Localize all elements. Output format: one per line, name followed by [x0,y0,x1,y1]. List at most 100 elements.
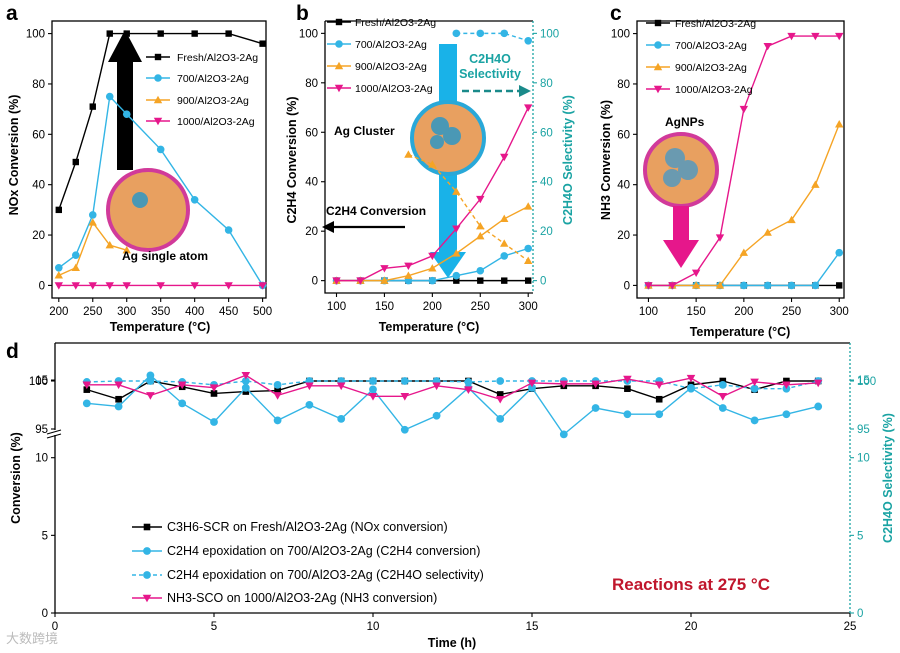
x-tick-label: 250 [471,301,490,313]
panel-d-data-point [432,411,441,420]
panel-a-data-point [122,282,131,290]
nanoparticle-illustration [643,132,719,268]
y-tick-label: 100 [29,376,48,388]
panel-a-data-point [72,158,79,166]
panel-b-ticks: 100 150 200 250 300 0 20 40 60 80 100 0 20 40 60 80 100 [299,28,559,313]
panel-c-data-point [836,282,843,289]
panel-d-data-point [305,382,314,391]
panel-a-data-point [88,282,97,290]
legend-a-fresh: Fresh/Al2O3-2Ag [177,52,258,64]
panel-b-data-point [476,29,485,38]
panel-c-legend-markers [646,19,670,94]
panel-a-data-point [71,282,80,290]
panel-d-data-point [718,404,727,412]
nanoparticle-arrow-head [663,240,699,268]
panel-d-series-line [86,380,819,390]
conversion-arrow-head [322,221,334,233]
annotation-single-atom: Ag single atom [122,249,208,263]
y-right-tick-label: 10 [857,453,870,465]
legend-marker [154,74,162,82]
panel-d-data-point [83,386,91,393]
axis-break-mark [46,429,62,435]
panel-d-data-point [241,371,251,380]
panel-b-data-point [500,252,509,260]
axis-break-gap [48,430,62,435]
panel-c-data-point [691,281,701,289]
panel-c-data-point [763,42,772,51]
panel-c: c 100 150 200 250 300 0 20 40 60 80 100 Fresh/Al2O… [599,2,849,339]
panel-d-data-point [496,377,505,385]
x-tick-label: 200 [423,301,442,313]
y-tick-label: 100 [299,28,318,40]
x-tick-label: 20 [685,621,698,633]
panel-b-data-point [501,277,508,284]
up-arrow-head [108,30,142,62]
cluster-illustration [322,44,531,278]
panel-b-data-point [404,271,413,279]
panel-a-data-point [71,251,80,259]
panel-d-data-point [209,384,219,393]
panel-d-data-point [495,395,505,404]
ag-atom [132,192,148,208]
legend-marker [334,84,344,93]
legend-c-1000: 1000/Al2O3-2Ag [675,84,753,96]
panel-a-data-point [89,103,96,110]
legend-marker [153,117,163,126]
panel-a: a 200 250 300 350 400 450 500 0 20 40 60 80 100 Fres… [6,2,272,334]
y-tick-label: 40 [617,180,630,192]
panel-b-data-point [524,202,533,210]
panel-d-data-point [146,392,155,400]
panel-d-data-point [464,378,473,386]
legend-marker [653,62,663,71]
panel-b-data-point [380,276,389,284]
panel-a-data-point [88,218,97,226]
x-tick-label: 400 [185,306,204,318]
panel-d-data-point [782,410,791,419]
legend-b-900: 900/Al2O3-2Ag [355,61,427,73]
panel-c-data-point [739,248,749,256]
x-tick-label: 150 [687,306,706,318]
panel-a-data-point [54,271,63,279]
axis-break [46,429,62,439]
panel-a-data-point [156,145,165,154]
panel-d-data-point [114,381,123,390]
panel-a-legend-markers [146,53,170,126]
panel-a-data-point [123,30,130,37]
panel-a-ylabel: NOx Conversion (%) [7,95,21,216]
panel-a-data-point [105,92,114,101]
panel-c-data-point [715,281,725,289]
x-tick-label: 0 [52,621,58,633]
panel-c-data-point [668,282,677,290]
panel-c-data-point [763,281,772,290]
panel-c-data-point [739,105,749,114]
x-tick-label: 100 [639,306,658,318]
panel-d-data-point [687,384,695,393]
panel-a-data-point [105,282,114,290]
y-tick-label: 10 [35,453,48,465]
panel-d-data-point [591,380,600,389]
panel-d-data-point [400,425,409,434]
panel-a-data-point [224,282,233,290]
panel-d-data-point [718,393,728,401]
x-tick-label: 300 [117,306,136,318]
y-right-tick-label: 80 [540,78,553,90]
panel-a-data-point [259,40,266,47]
panel-d-series [82,371,823,439]
panel-b-data-point [524,256,533,265]
panel-d-data-point [624,385,631,392]
y-tick-label: 80 [32,79,45,91]
panel-d-data-point [241,383,250,392]
panel-d-ylabel: Conversion (%) [9,432,23,524]
legend-d-c2h4-conversion: C2H4 epoxidation on 700/Al2O3-2Ag (C2H4 … [167,544,480,558]
panel-b-data-point [452,249,461,257]
panel-d-data-point [654,381,664,390]
panel-a-data-point [122,110,131,118]
panel-b-data-point [452,225,461,233]
panel-d-data-point [559,430,568,439]
y-tick-label: 5 [42,530,48,542]
panel-c-data-point [740,281,748,290]
panel-d-data-point [336,382,346,391]
x-tick-label: 200 [49,306,68,318]
